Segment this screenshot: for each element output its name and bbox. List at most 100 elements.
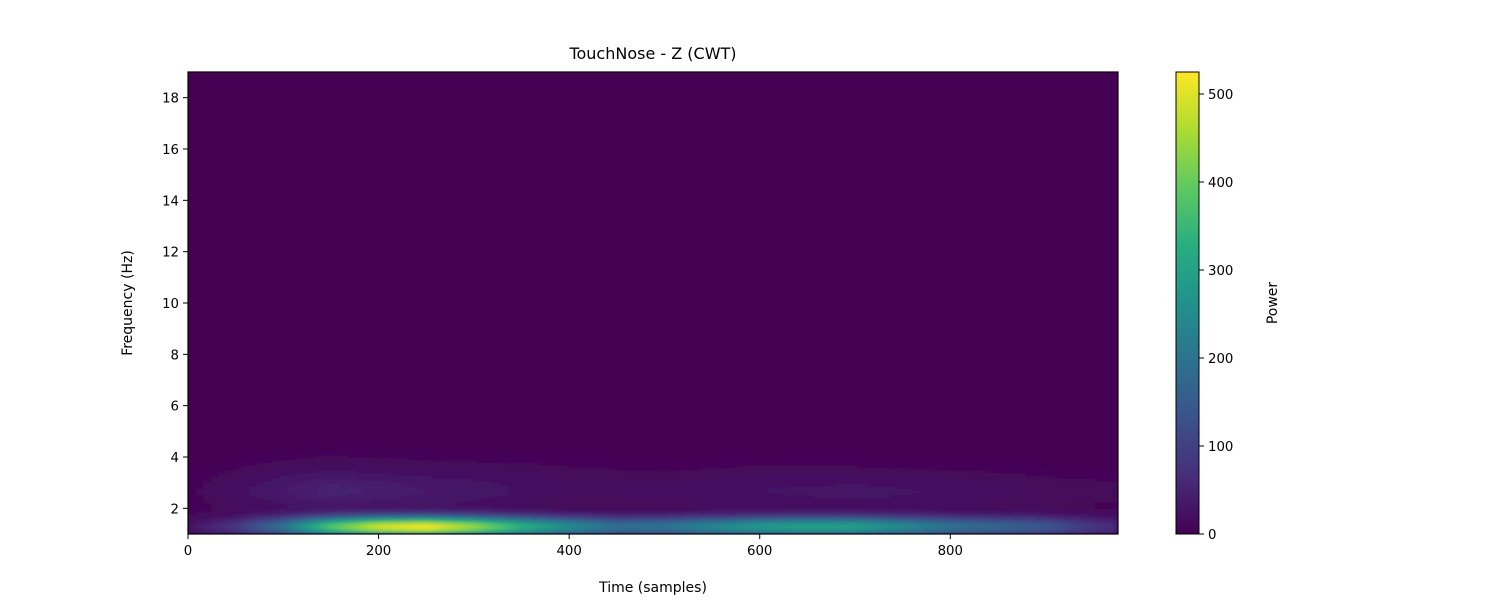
heatmap-cell <box>424 467 433 471</box>
heatmap-cell <box>767 526 776 530</box>
heatmap-cell <box>881 477 890 481</box>
heatmap-cell <box>660 531 669 534</box>
heatmap-cell <box>896 480 906 484</box>
heatmap-cell <box>858 531 868 534</box>
heatmap-cell <box>477 492 486 497</box>
heatmap-cell <box>835 480 845 484</box>
heatmap-cell <box>637 462 646 466</box>
heatmap-cell <box>1041 513 1050 517</box>
heatmap-cell <box>553 500 563 504</box>
heatmap-cell <box>721 495 730 499</box>
heatmap-cell <box>706 467 715 471</box>
heatmap-cell <box>691 498 700 502</box>
heatmap-cell <box>378 449 387 453</box>
heatmap-cell <box>668 521 677 525</box>
heatmap-cell <box>675 472 685 476</box>
heatmap-cell <box>241 508 250 512</box>
heatmap-cell <box>1018 467 1028 471</box>
heatmap-cell <box>614 523 624 527</box>
heatmap-cell <box>492 510 502 515</box>
heatmap-cell <box>248 492 258 497</box>
heatmap-cell <box>340 505 349 509</box>
heatmap-cell <box>614 498 624 502</box>
heatmap-cell <box>683 505 692 509</box>
heatmap-cell <box>645 510 654 515</box>
heatmap-cell <box>790 487 799 491</box>
heatmap-cell <box>500 510 509 515</box>
heatmap-cell <box>226 500 235 504</box>
heatmap-cell <box>1064 477 1073 481</box>
heatmap-cell <box>378 459 387 463</box>
heatmap-cell <box>996 464 1005 468</box>
heatmap-cell <box>973 518 982 522</box>
heatmap-cell <box>866 480 875 484</box>
heatmap-cell <box>1026 498 1035 502</box>
heatmap-cell <box>538 490 547 494</box>
heatmap-cell <box>378 503 387 507</box>
heatmap-cell <box>927 474 936 479</box>
heatmap-cell <box>1087 495 1096 499</box>
heatmap-cell <box>645 462 654 466</box>
heatmap-cell <box>691 495 700 499</box>
heatmap-cell <box>942 500 951 504</box>
heatmap-cell <box>241 503 250 507</box>
heatmap-cell <box>1064 505 1073 509</box>
heatmap-cell <box>713 503 723 507</box>
heatmap-cell <box>203 508 212 512</box>
heatmap-cell <box>226 516 235 520</box>
heatmap-cell <box>988 495 997 499</box>
heatmap-cell <box>195 505 204 509</box>
heatmap-cell <box>492 513 502 517</box>
heatmap-cell <box>1110 472 1118 476</box>
heatmap-cell <box>561 482 570 486</box>
heatmap-cell <box>203 490 212 494</box>
heatmap-cell <box>927 531 936 534</box>
heatmap-cell <box>1079 498 1089 502</box>
heatmap-cell <box>431 505 441 509</box>
heatmap-cell <box>942 467 951 471</box>
heatmap-cell <box>706 510 715 515</box>
heatmap-cell <box>195 503 204 507</box>
heatmap-cell <box>584 510 593 515</box>
heatmap-cell <box>477 523 486 527</box>
colorbar-tick-label: 100 <box>1208 440 1233 455</box>
heatmap-cell <box>302 449 311 453</box>
heatmap-cell <box>1095 531 1104 534</box>
heatmap-cell <box>370 480 380 484</box>
heatmap-cell <box>188 523 197 527</box>
heatmap-cell <box>927 508 936 512</box>
heatmap-cell <box>538 516 547 520</box>
heatmap-cell <box>470 521 479 525</box>
heatmap-cell <box>805 526 814 530</box>
heatmap-cell <box>927 516 936 520</box>
heatmap-cell <box>607 464 616 468</box>
heatmap-cell <box>889 510 898 515</box>
heatmap-cell <box>1041 485 1050 489</box>
heatmap-cell <box>363 492 372 497</box>
heatmap-cell <box>675 513 685 517</box>
heatmap-cell <box>675 467 685 471</box>
heatmap-cell <box>294 474 303 479</box>
heatmap-cell <box>767 464 776 468</box>
heatmap-cell <box>744 485 753 489</box>
heatmap-cell <box>1026 513 1035 517</box>
heatmap-cell <box>500 457 509 461</box>
heatmap-cell <box>637 474 646 479</box>
heatmap-cell <box>409 482 418 486</box>
heatmap-cell <box>713 457 723 461</box>
heatmap-cell <box>340 459 349 463</box>
heatmap-cell <box>622 464 631 468</box>
heatmap-cell <box>675 518 685 522</box>
heatmap-cell <box>546 523 555 527</box>
heatmap-cell <box>866 528 875 533</box>
heatmap-cell <box>912 467 921 471</box>
heatmap-cell <box>584 516 593 520</box>
heatmap-cell <box>256 523 265 527</box>
heatmap-cell <box>416 472 425 476</box>
heatmap-cell <box>477 487 486 491</box>
heatmap-cell <box>896 508 906 512</box>
heatmap-cell <box>1102 516 1111 520</box>
heatmap-cell <box>1011 505 1020 509</box>
heatmap-cell <box>515 454 525 458</box>
heatmap-cell <box>264 472 273 476</box>
